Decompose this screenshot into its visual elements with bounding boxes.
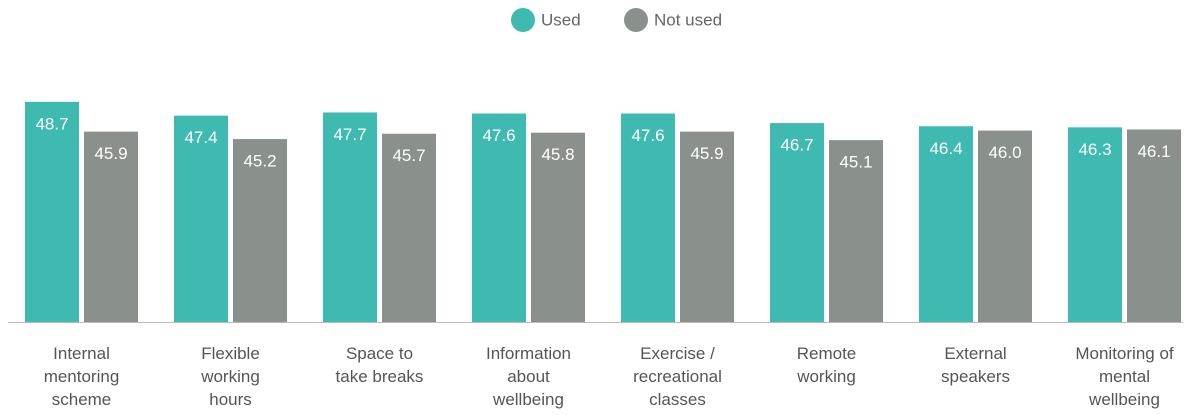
bar — [233, 139, 287, 322]
value-label: 46.7 — [780, 136, 813, 155]
x-tick-label: Internal mentoring scheme — [43, 344, 120, 409]
bar — [84, 131, 138, 322]
value-label: 48.7 — [35, 114, 68, 133]
x-tick-label: Remote working — [796, 344, 857, 386]
bar — [1068, 127, 1122, 322]
legend-label: Not used — [654, 10, 722, 29]
value-label: 45.9 — [690, 144, 723, 163]
bar — [978, 130, 1032, 322]
value-label: 46.0 — [988, 143, 1021, 162]
bar — [531, 132, 585, 322]
bar — [1127, 129, 1181, 322]
legend-swatch — [511, 8, 535, 32]
legend-swatch — [624, 8, 648, 32]
value-label: 46.1 — [1137, 142, 1170, 161]
x-tick-label: Information about wellbeing — [485, 344, 572, 409]
x-tick-label: Monitoring of mental wellbeing — [1075, 344, 1174, 409]
bar — [25, 101, 79, 322]
x-tick-label: Exercise / recreational classes — [633, 344, 722, 409]
bar — [382, 133, 436, 322]
value-label: 45.7 — [392, 146, 425, 165]
bar — [680, 131, 734, 322]
value-label: 46.3 — [1078, 140, 1111, 159]
value-label: 45.9 — [94, 144, 127, 163]
value-label: 45.1 — [839, 153, 872, 172]
value-label: 45.2 — [243, 152, 276, 171]
x-tick-label: External speakers — [941, 344, 1010, 386]
bar — [174, 115, 228, 323]
bar — [770, 123, 824, 322]
value-label: 45.8 — [541, 145, 574, 164]
x-tick-label: Space to take breaks — [335, 344, 424, 386]
x-tick-label: Flexible working hours — [201, 344, 260, 409]
value-label: 47.7 — [333, 125, 366, 144]
value-label: 47.6 — [631, 126, 664, 145]
bar — [919, 126, 973, 322]
bar — [621, 113, 675, 322]
value-label: 46.4 — [929, 139, 962, 158]
bar — [829, 140, 883, 322]
bar — [472, 113, 526, 322]
value-label: 47.6 — [482, 126, 515, 145]
legend-label: Used — [541, 10, 581, 29]
value-label: 47.4 — [184, 128, 217, 147]
bar — [323, 112, 377, 322]
